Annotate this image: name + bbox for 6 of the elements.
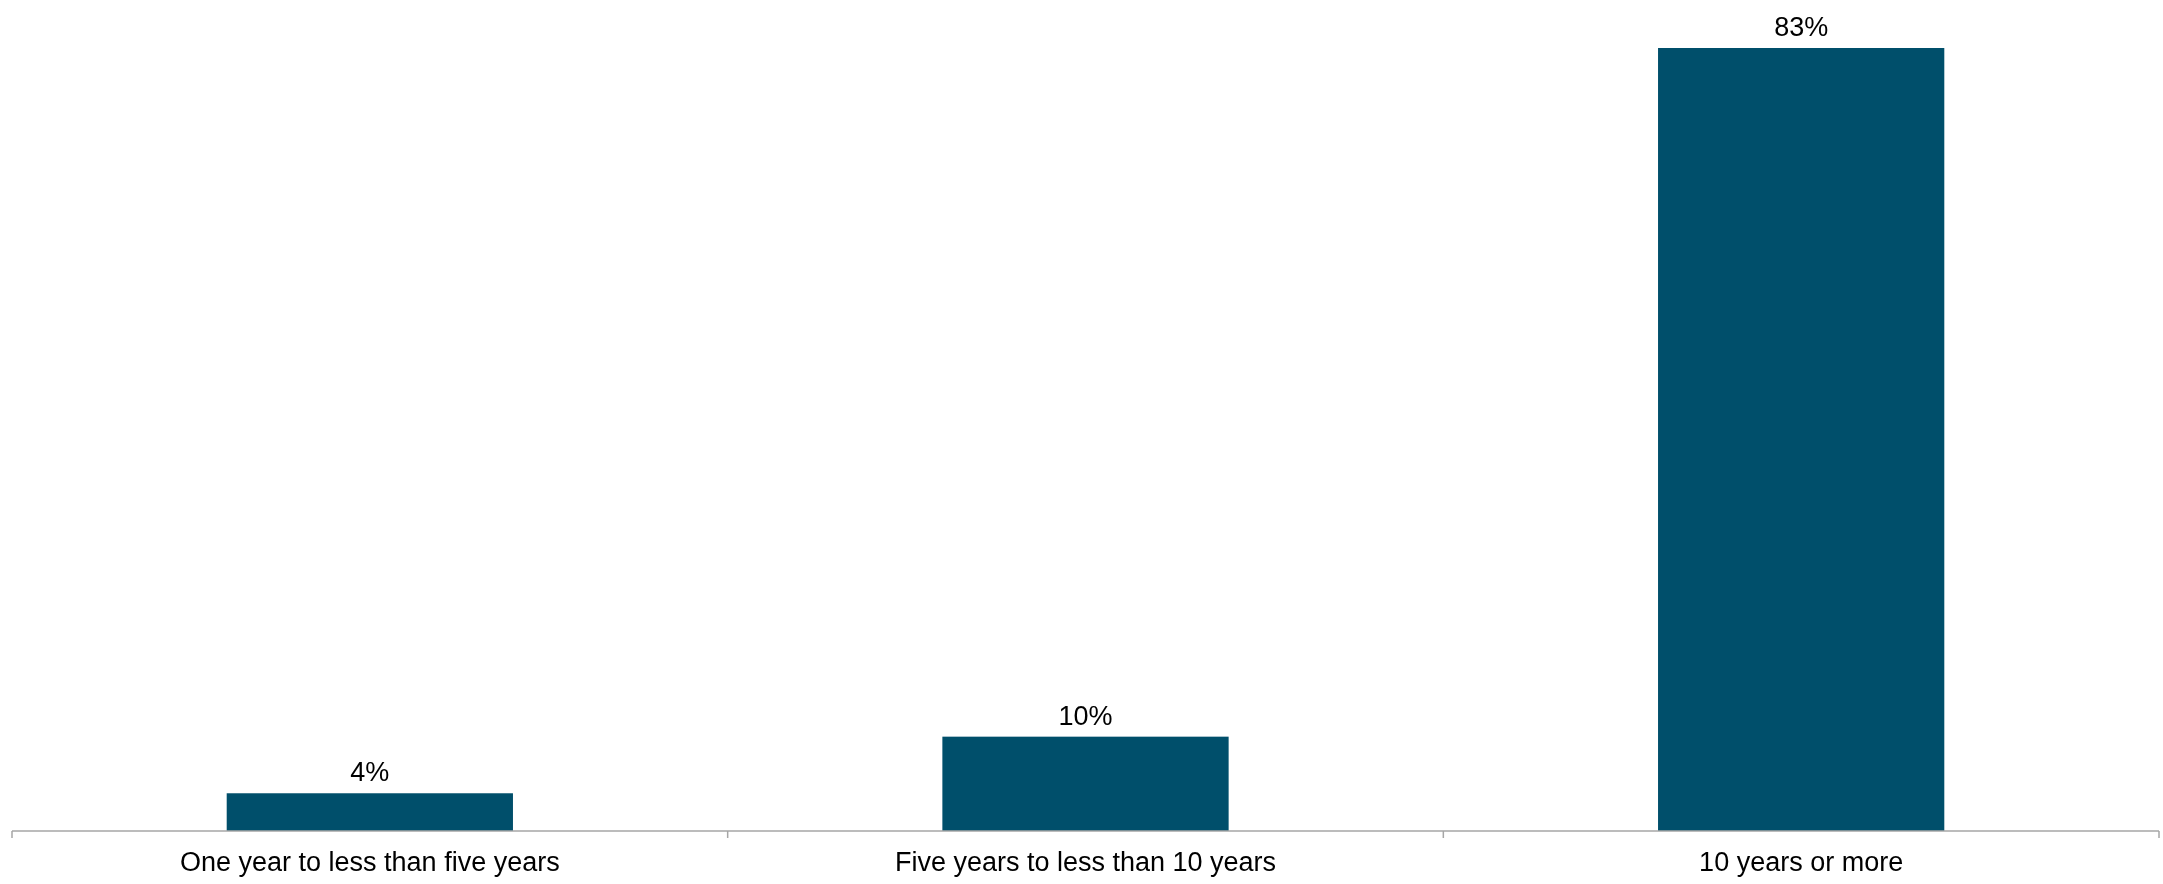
x-tick-label: Five years to less than 10 years [894, 847, 1277, 877]
data-label: 10% [1058, 700, 1113, 731]
x-tick-label: One year to less than five years [179, 847, 560, 877]
data-label: 83% [1774, 12, 1829, 42]
x-tick-label: 10 years or more [1699, 847, 1904, 877]
data-label: 4% [350, 757, 390, 788]
